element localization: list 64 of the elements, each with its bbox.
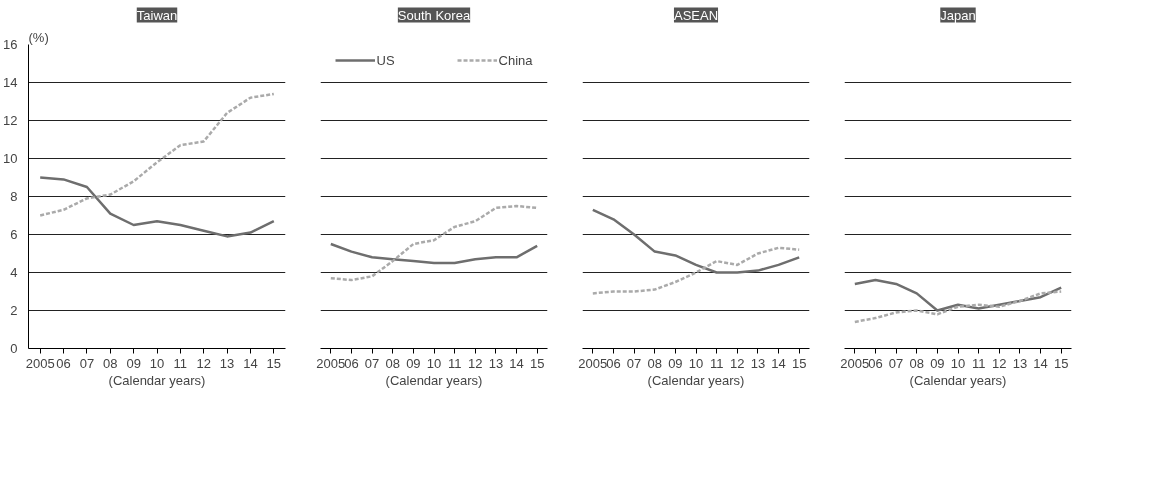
x-tick-label: 11 <box>971 355 986 371</box>
x-tick-label: 07 <box>79 355 95 371</box>
chart-title: Japan <box>940 7 976 23</box>
x-tick-label: 2005 <box>578 355 608 371</box>
x-tick-label: 14 <box>771 355 786 371</box>
y-tick-label: 2 <box>10 303 18 318</box>
x-tick-label: 2005 <box>25 355 55 371</box>
x-tick-label: 06 <box>56 355 71 371</box>
x-tick-label: 10 <box>149 355 165 371</box>
x-tick-label: 11 <box>173 355 188 371</box>
x-tick-label: 07 <box>888 355 904 371</box>
x-tick-label: 13 <box>219 355 235 371</box>
x-tick-label: 13 <box>1012 355 1028 371</box>
x-tick-label: 09 <box>126 355 141 371</box>
y-tick-label: 8 <box>10 189 18 204</box>
x-tick-label: 12 <box>196 355 211 371</box>
x-tick-label: 06 <box>344 355 359 371</box>
y-tick-label: 0 <box>10 341 18 356</box>
x-tick-label: 08 <box>385 355 400 371</box>
x-tick-label: 2005 <box>316 355 346 371</box>
x-axis-title: (Calendar years) <box>647 372 745 388</box>
y-tick-label: 16 <box>3 37 18 52</box>
y-tick-label: 14 <box>3 75 18 90</box>
x-tick-label: 13 <box>488 355 504 371</box>
x-axis-title: (Calendar years) <box>108 372 206 388</box>
x-tick-label: 14 <box>243 355 258 371</box>
x-tick-label: 08 <box>647 355 662 371</box>
x-tick-label: 06 <box>606 355 621 371</box>
x-tick-label: 10 <box>688 355 704 371</box>
x-tick-label: 07 <box>364 355 380 371</box>
x-tick-label: 09 <box>406 355 421 371</box>
x-tick-label: 11 <box>709 355 724 371</box>
x-tick-label: 12 <box>468 355 483 371</box>
x-tick-label: 10 <box>950 355 966 371</box>
x-tick-label: 15 <box>791 355 807 371</box>
x-tick-label: 12 <box>730 355 745 371</box>
y-tick-label: 10 <box>3 151 18 166</box>
x-tick-label: 14 <box>1033 355 1048 371</box>
x-tick-label: 09 <box>668 355 683 371</box>
x-tick-label: 08 <box>103 355 118 371</box>
chart-title: ASEAN <box>673 7 719 23</box>
x-tick-label: 10 <box>426 355 442 371</box>
x-tick-label: 13 <box>750 355 766 371</box>
x-tick-label: 15 <box>266 355 282 371</box>
x-tick-label: 14 <box>509 355 524 371</box>
y-tick-label: 12 <box>3 113 18 128</box>
x-tick-label: 06 <box>868 355 883 371</box>
x-tick-label: 11 <box>447 355 462 371</box>
chart-title: South Korea <box>397 7 471 23</box>
x-tick-label: 15 <box>529 355 545 371</box>
y-tick-label: 6 <box>10 227 18 242</box>
x-tick-label: 2005 <box>840 355 870 371</box>
x-tick-label: 15 <box>1053 355 1069 371</box>
x-tick-label: 12 <box>992 355 1007 371</box>
x-tick-label: 07 <box>626 355 642 371</box>
chart-title: Taiwan <box>136 7 178 23</box>
y-tick-label: 4 <box>10 265 18 280</box>
legend-label: China <box>498 52 533 68</box>
x-axis-title: (Calendar years) <box>385 372 483 388</box>
x-tick-label: 08 <box>909 355 924 371</box>
x-axis-title: (Calendar years) <box>909 372 1007 388</box>
legend-label: US <box>376 52 396 68</box>
y-axis-title: (%) <box>28 29 49 45</box>
x-tick-label: 09 <box>930 355 945 371</box>
